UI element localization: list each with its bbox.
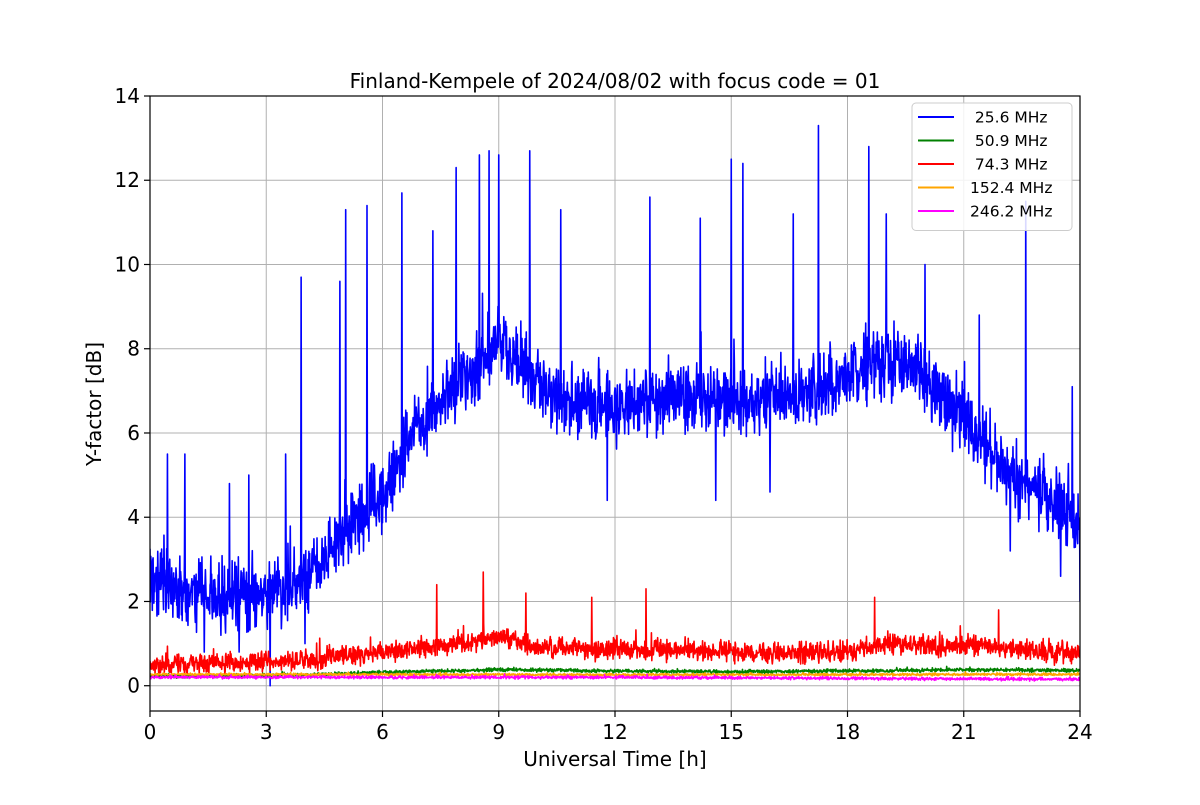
series-line-246-2-mhz bbox=[150, 673, 1080, 682]
chart-legend: 25.6 MHz 50.9 MHz 74.3 MHz 152.4 MHz 246.2… bbox=[911, 102, 1073, 231]
legend-entry: 74.3 MHz bbox=[970, 156, 1048, 174]
legend-entry: 152.4 MHz bbox=[970, 179, 1052, 197]
y-axis-label: Y-factor [dB] bbox=[82, 342, 106, 467]
series-line-152-4-mhz bbox=[150, 671, 1080, 678]
y-tick-label: 0 bbox=[127, 674, 140, 698]
chart-title: Finland-Kempele of 2024/08/02 with focus… bbox=[350, 69, 881, 93]
y-tick-label: 8 bbox=[127, 337, 140, 361]
series-line-25-6-mhz bbox=[150, 124, 1080, 687]
x-tick-label: 6 bbox=[376, 720, 389, 744]
x-tick-label: 9 bbox=[492, 720, 505, 744]
x-axis-ticks: 0 3 6 9 12 15 18 21 24 bbox=[144, 711, 1093, 744]
y-tick-label: 14 bbox=[115, 84, 140, 108]
x-tick-label: 3 bbox=[260, 720, 273, 744]
y-tick-label: 6 bbox=[127, 421, 140, 445]
y-axis-ticks: 0 2 4 6 8 10 12 14 bbox=[115, 84, 150, 698]
x-tick-label: 12 bbox=[602, 720, 627, 744]
series-line-74-3-mhz bbox=[150, 571, 1080, 678]
y-tick-label: 2 bbox=[127, 589, 140, 613]
x-tick-label: 21 bbox=[951, 720, 976, 744]
y-tick-label: 12 bbox=[115, 168, 140, 192]
x-tick-label: 24 bbox=[1067, 720, 1092, 744]
x-axis-label: Universal Time [h] bbox=[523, 747, 706, 771]
x-tick-label: 0 bbox=[144, 720, 157, 744]
x-tick-label: 18 bbox=[835, 720, 860, 744]
y-tick-label: 10 bbox=[115, 252, 140, 276]
legend-box bbox=[911, 102, 1073, 231]
legend-entry: 25.6 MHz bbox=[970, 109, 1048, 127]
series-layer bbox=[150, 124, 1080, 687]
legend-entry: 50.9 MHz bbox=[970, 132, 1048, 150]
legend-entry: 246.2 MHz bbox=[970, 203, 1052, 221]
x-tick-label: 15 bbox=[719, 720, 744, 744]
y-tick-label: 4 bbox=[127, 505, 140, 529]
